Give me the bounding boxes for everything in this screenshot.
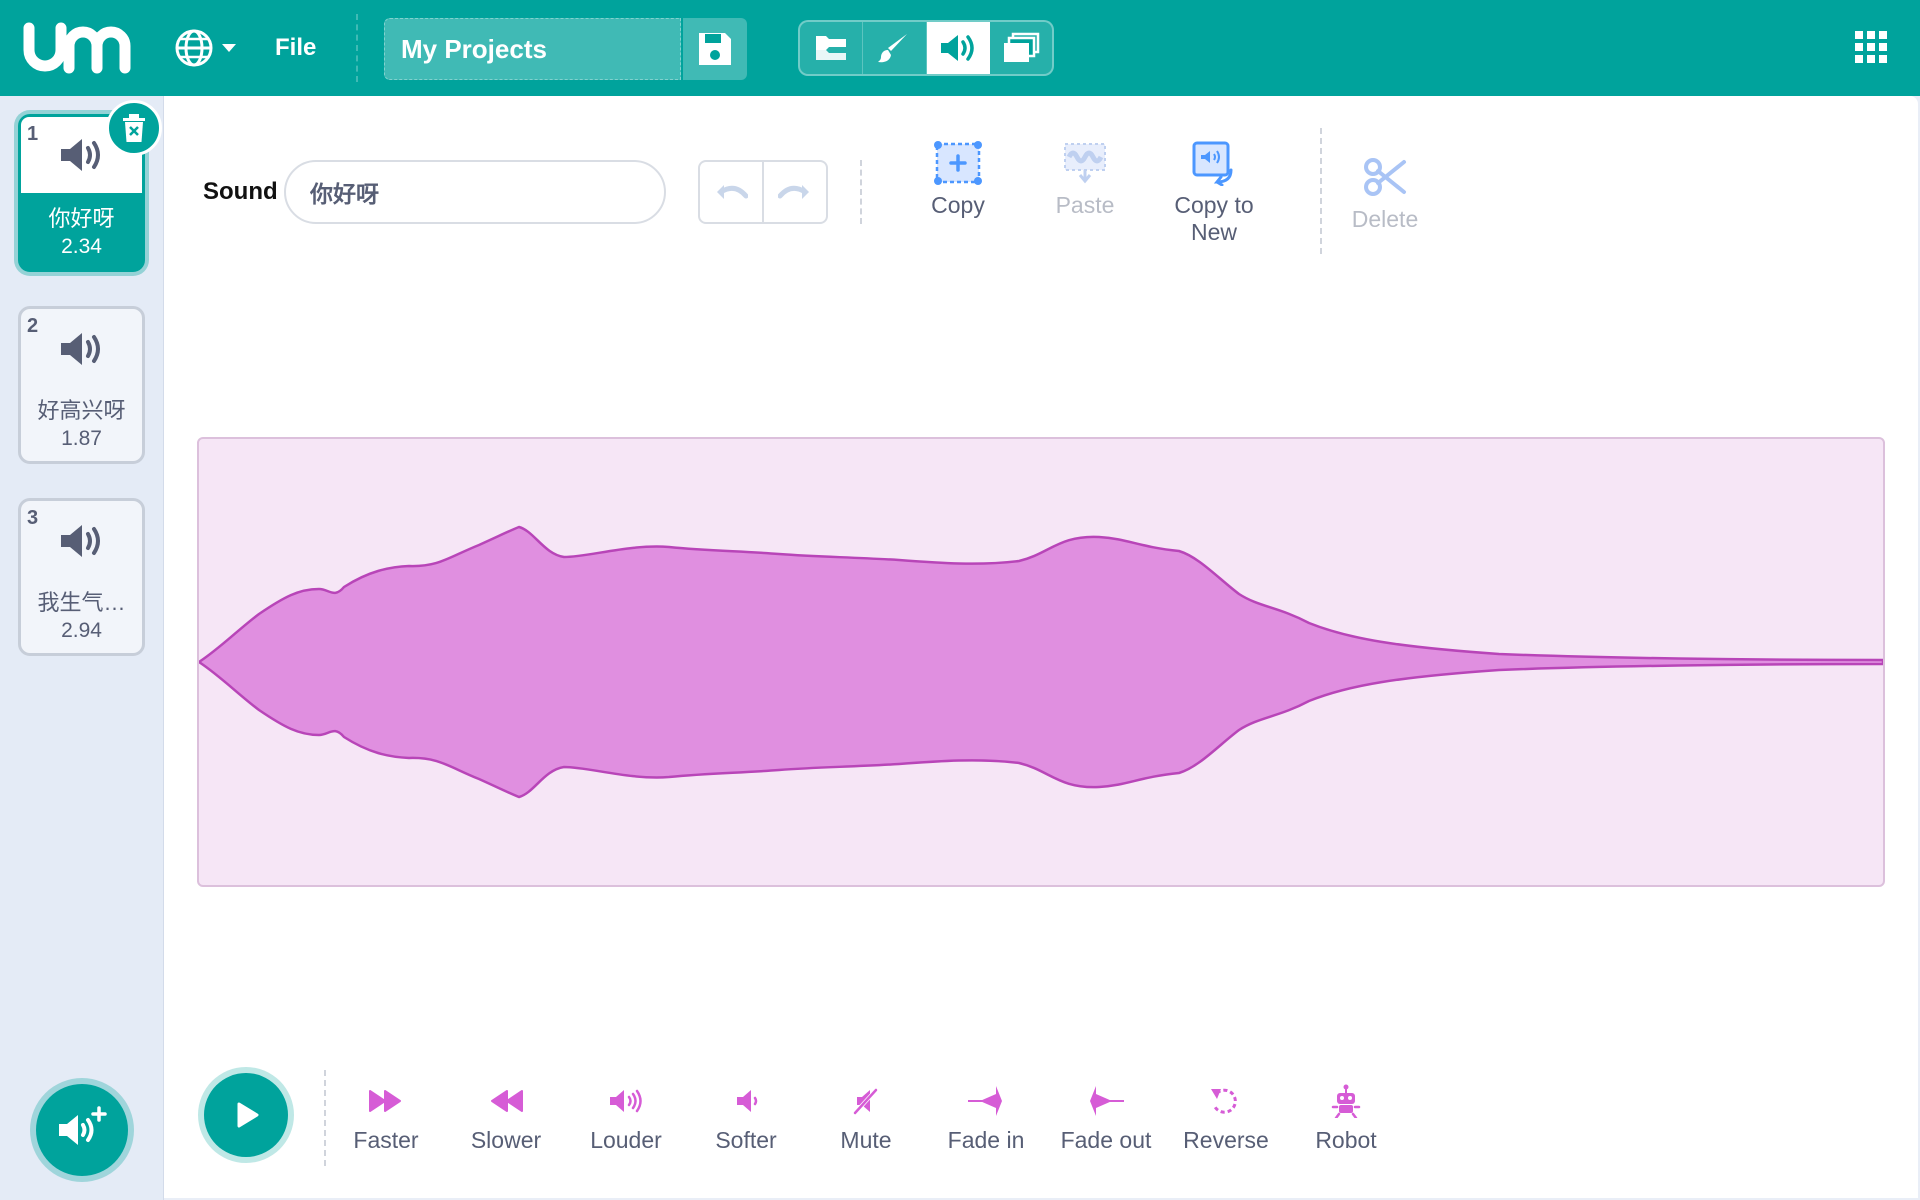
- speaker-icon: [940, 35, 974, 61]
- fade-in-label: Fade in: [947, 1127, 1025, 1153]
- speaker-icon: [60, 333, 100, 365]
- slower-label: Slower: [470, 1127, 542, 1153]
- paste-icon: [1064, 143, 1106, 184]
- sound-item-2[interactable]: 2 好高兴呀 1.87: [18, 306, 145, 464]
- undo-redo-group: [698, 160, 828, 224]
- apps-grid-icon[interactable]: [1854, 30, 1888, 64]
- sound-name: 我生气…: [37, 590, 126, 615]
- robot-label: Robot: [1315, 1127, 1377, 1153]
- delete-label: Delete: [1351, 206, 1419, 232]
- menu-divider: [356, 14, 358, 82]
- sound-thumbnail: [22, 505, 141, 577]
- project-title-field[interactable]: My Projects: [384, 18, 681, 80]
- faster-button[interactable]: Faster: [331, 1083, 441, 1154]
- paste-button[interactable]: Paste: [1025, 136, 1145, 219]
- reverse-label: Reverse: [1183, 1127, 1269, 1153]
- copy-to-new-label: Copy to New: [1174, 192, 1254, 245]
- sound-duration: 2.34: [61, 235, 102, 258]
- softer-label: Softer: [715, 1127, 777, 1153]
- sound-index: 2: [27, 315, 39, 337]
- louder-button[interactable]: Louder: [571, 1083, 681, 1154]
- toolbar-divider: [1320, 128, 1322, 254]
- delete-sound-button[interactable]: [106, 100, 162, 156]
- copy-icon: [934, 141, 982, 185]
- layers-icon: [1003, 32, 1040, 62]
- scissors-icon: [1364, 158, 1406, 196]
- mute-button[interactable]: Mute: [811, 1083, 921, 1154]
- fade-out-button[interactable]: Fade out: [1051, 1083, 1161, 1154]
- delete-button[interactable]: Delete: [1325, 150, 1445, 233]
- play-button[interactable]: [204, 1073, 288, 1157]
- copy-to-new-button[interactable]: Copy to New: [1154, 136, 1274, 246]
- louder-label: Louder: [590, 1127, 662, 1153]
- play-icon: [237, 1102, 259, 1128]
- undo-button[interactable]: [700, 162, 764, 222]
- tab-sounds[interactable]: [926, 22, 990, 74]
- sound-name-input[interactable]: [284, 160, 666, 224]
- toolbar-divider: [860, 160, 862, 224]
- tab-backdrops[interactable]: [990, 22, 1052, 74]
- paste-label: Paste: [1055, 192, 1115, 218]
- copy-button[interactable]: Copy: [898, 136, 1018, 219]
- code-blocks-icon: [816, 36, 847, 60]
- sound-index: 3: [27, 507, 39, 529]
- sound-name: 你好呀: [48, 206, 115, 231]
- language-menu[interactable]: [174, 28, 244, 68]
- faster-label: Faster: [353, 1127, 419, 1153]
- tab-costumes[interactable]: [863, 22, 927, 74]
- waveform-container[interactable]: [197, 437, 1885, 887]
- save-icon: [699, 33, 731, 65]
- sound-item-3[interactable]: 3 我生气… 2.94: [18, 498, 145, 656]
- add-sound-icon: [59, 1106, 107, 1145]
- slower-icon: [491, 1090, 523, 1112]
- app-logo[interactable]: [23, 22, 131, 74]
- mute-label: Mute: [840, 1127, 892, 1153]
- sound-duration: 1.87: [61, 427, 102, 450]
- copy-to-new-icon: [1192, 141, 1233, 186]
- reverse-icon: [1211, 1088, 1237, 1114]
- editor-tabs: [798, 20, 1054, 76]
- globe-icon: [175, 29, 236, 67]
- copy-label: Copy: [931, 192, 985, 218]
- mute-icon: [852, 1087, 879, 1116]
- fade-out-label: Fade out: [1060, 1127, 1152, 1153]
- sound-index: 1: [27, 123, 39, 145]
- brush-icon: [878, 34, 908, 63]
- redo-button[interactable]: [764, 162, 826, 222]
- fade-in-button[interactable]: Fade in: [931, 1083, 1041, 1154]
- undo-icon: [717, 185, 748, 199]
- louder-icon: [610, 1089, 642, 1113]
- sound-duration: 2.94: [61, 619, 102, 642]
- file-menu[interactable]: File: [275, 34, 317, 61]
- menu-bar: File My Projects: [0, 0, 1920, 96]
- effects-divider: [324, 1070, 326, 1166]
- robot-icon: [1331, 1084, 1361, 1118]
- redo-icon: [778, 185, 809, 199]
- sound-name: 好高兴呀: [37, 398, 126, 423]
- slower-button[interactable]: Slower: [451, 1083, 561, 1154]
- sound-name-label: Sound: [203, 178, 278, 205]
- robot-button[interactable]: Robot: [1291, 1083, 1401, 1154]
- speaker-icon: [60, 525, 100, 557]
- save-button[interactable]: [683, 18, 747, 80]
- fade-in-icon: [968, 1086, 1002, 1116]
- waveform: [197, 525, 1885, 799]
- fade-out-icon: [1090, 1086, 1124, 1116]
- trash-icon: [123, 114, 145, 142]
- tab-code[interactable]: [800, 22, 864, 74]
- speaker-icon: [60, 139, 100, 171]
- softer-icon: [737, 1090, 758, 1112]
- faster-icon: [369, 1090, 401, 1112]
- sound-thumbnail: [22, 313, 141, 385]
- add-sound-button[interactable]: [36, 1084, 128, 1176]
- reverse-button[interactable]: Reverse: [1171, 1083, 1281, 1154]
- softer-button[interactable]: Softer: [691, 1083, 801, 1154]
